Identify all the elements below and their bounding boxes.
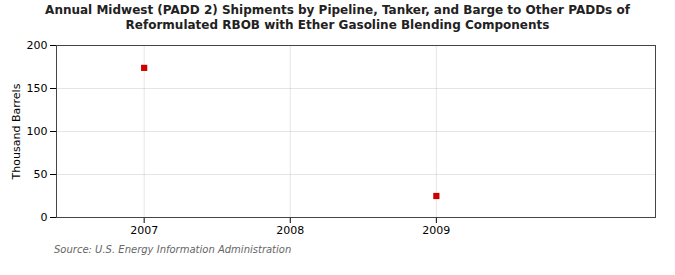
svg-text:2008: 2008: [276, 224, 304, 237]
svg-text:0: 0: [41, 211, 48, 224]
svg-text:Thousand Barrels: Thousand Barrels: [10, 83, 23, 180]
svg-text:50: 50: [34, 168, 48, 181]
html-text:Annual Midwest (PADD 2) Shipme: Annual Midwest (PADD 2) Shipments by Pip…: [45, 3, 630, 32]
svg-text:100: 100: [27, 125, 48, 138]
html-text:Source: U.S. Energy Informatio: Source: U.S. Energy Information Administ…: [54, 244, 292, 255]
svg-text:2009: 2009: [422, 224, 450, 237]
svg-text:200: 200: [27, 39, 48, 52]
svg-text:150: 150: [27, 82, 48, 95]
svg-text:2007: 2007: [130, 224, 158, 237]
